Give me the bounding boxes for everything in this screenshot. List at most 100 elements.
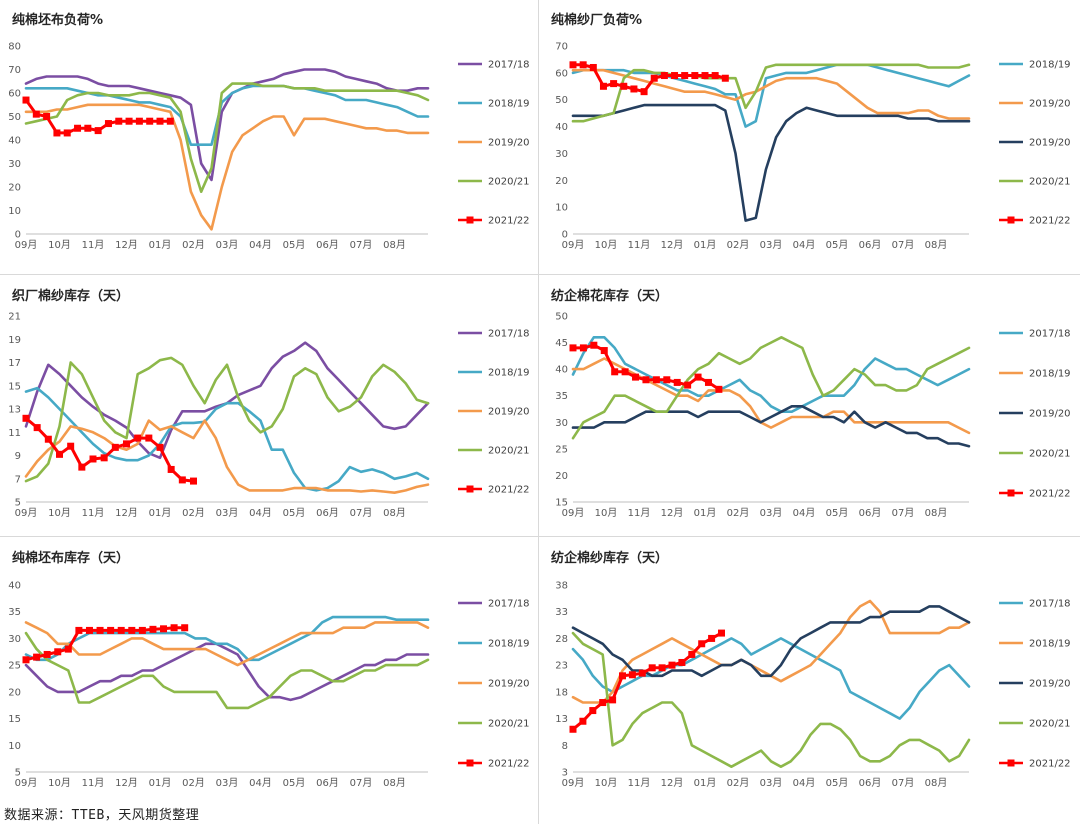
x-tick-label: 10月 bbox=[595, 507, 618, 519]
series-point bbox=[190, 477, 197, 485]
horizontal-divider bbox=[0, 274, 538, 275]
series-point bbox=[128, 626, 136, 634]
y-tick-label: 3 bbox=[562, 768, 568, 779]
series-point bbox=[638, 669, 646, 677]
y-tick-label: 18 bbox=[555, 687, 568, 698]
series-line-2018/19 bbox=[571, 63, 971, 128]
series-point bbox=[149, 625, 157, 633]
x-tick-label: 08月 bbox=[925, 239, 948, 251]
x-tick-label: 06月 bbox=[316, 507, 339, 519]
x-tick-label: 05月 bbox=[826, 507, 849, 519]
y-tick-label: 30 bbox=[8, 634, 21, 645]
series-line-2020/21 bbox=[24, 631, 430, 710]
y-tick-label: 80 bbox=[8, 42, 21, 53]
horizontal-divider bbox=[0, 536, 538, 537]
series-point bbox=[94, 127, 102, 135]
y-tick-label: 7 bbox=[15, 474, 21, 485]
y-tick-label: 0 bbox=[562, 230, 568, 241]
chart-panel-2: 纯棉纱厂负荷% 0 10 20 30 40 50 60 70 09月 10月 11月 12月 01月 02月… bbox=[551, 12, 1071, 251]
x-tick-label: 10月 bbox=[48, 777, 71, 789]
series-point bbox=[63, 129, 71, 137]
series-point bbox=[619, 672, 626, 680]
chart-panel-4: 纺企棉花库存（天） 15 20 25 30 35 40 45 50 09月 10月 11月 12月 01月… bbox=[551, 288, 1071, 519]
series-point bbox=[181, 624, 189, 632]
series-point bbox=[54, 648, 62, 656]
series-line-2017/18 bbox=[24, 341, 430, 460]
series-point bbox=[156, 117, 164, 125]
x-tick-label: 12月 bbox=[661, 507, 684, 519]
series-point bbox=[660, 72, 668, 80]
legend-label: 2021/22 bbox=[488, 485, 530, 496]
series-line-2017/18 bbox=[24, 68, 430, 182]
series-point bbox=[718, 629, 725, 637]
x-tick-label: 07月 bbox=[892, 507, 915, 519]
chart-panel-1: 纯棉坯布负荷% 0 10 20 30 40 50 60 70 80 09月 10月 11月 12月 01月 0… bbox=[8, 12, 530, 251]
y-tick-label: 28 bbox=[555, 634, 568, 645]
x-tick-label: 04月 bbox=[249, 777, 272, 789]
y-tick-label: 40 bbox=[555, 122, 568, 133]
series-line-2020/21 bbox=[571, 631, 971, 768]
series-point bbox=[111, 443, 119, 451]
x-tick-label: 03月 bbox=[216, 239, 239, 251]
series-point bbox=[658, 664, 666, 672]
legend-label: 2021/22 bbox=[1029, 216, 1071, 227]
series-point bbox=[684, 381, 692, 389]
series-line-2020/21 bbox=[571, 336, 971, 440]
series-point bbox=[167, 465, 175, 473]
series-point bbox=[67, 442, 75, 450]
x-tick-label: 01月 bbox=[149, 239, 172, 251]
series-line-2019/20 bbox=[571, 405, 971, 448]
series-point bbox=[650, 74, 658, 82]
x-tick-label: 09月 bbox=[562, 507, 585, 519]
legend-label: 2021/22 bbox=[488, 216, 530, 227]
x-tick-label: 06月 bbox=[316, 777, 339, 789]
series-point bbox=[85, 626, 93, 634]
legend-label: 2018/19 bbox=[488, 639, 530, 650]
y-tick-label: 60 bbox=[555, 68, 568, 79]
series-point bbox=[609, 696, 617, 704]
series-point bbox=[135, 117, 143, 125]
series-point bbox=[134, 434, 142, 442]
series-point bbox=[117, 626, 125, 634]
y-tick-label: 15 bbox=[8, 714, 21, 725]
x-tick-label: 09月 bbox=[15, 239, 38, 251]
series-point bbox=[160, 625, 168, 633]
x-tick-label: 06月 bbox=[859, 507, 882, 519]
chart-title: 纺企棉纱库存（天） bbox=[551, 550, 668, 566]
x-tick-label: 09月 bbox=[562, 239, 585, 251]
legend-label: 2019/20 bbox=[1029, 409, 1071, 420]
x-tick-label: 05月 bbox=[283, 239, 306, 251]
x-tick-label: 04月 bbox=[793, 239, 816, 251]
legend-label: 2018/19 bbox=[488, 368, 530, 379]
x-tick-label: 12月 bbox=[115, 239, 138, 251]
legend-label: 2018/19 bbox=[1029, 369, 1071, 380]
x-tick-label: 12月 bbox=[115, 507, 138, 519]
y-tick-label: 33 bbox=[555, 607, 568, 618]
series-point bbox=[56, 450, 63, 458]
y-tick-label: 20 bbox=[8, 183, 21, 194]
series-line-2019/20 bbox=[571, 605, 971, 678]
legend-label: 2017/18 bbox=[488, 599, 530, 610]
x-tick-label: 02月 bbox=[182, 777, 205, 789]
series-point bbox=[708, 634, 716, 642]
series-line-2020/21 bbox=[571, 63, 971, 123]
series-line-2019/20 bbox=[571, 68, 971, 120]
y-tick-label: 40 bbox=[555, 365, 568, 376]
series-point bbox=[145, 434, 153, 442]
x-tick-label: 07月 bbox=[350, 239, 373, 251]
series-point bbox=[671, 72, 679, 80]
y-tick-label: 0 bbox=[15, 230, 21, 241]
series-point bbox=[652, 376, 660, 384]
x-tick-label: 08月 bbox=[383, 507, 406, 519]
x-tick-label: 06月 bbox=[859, 777, 882, 789]
series-line-2018/19 bbox=[24, 615, 430, 662]
y-tick-label: 70 bbox=[8, 65, 21, 76]
x-tick-label: 02月 bbox=[727, 777, 750, 789]
series-point bbox=[33, 653, 41, 661]
legend-label: 2021/22 bbox=[1029, 759, 1071, 770]
y-tick-label: 9 bbox=[15, 451, 21, 462]
x-tick-label: 04月 bbox=[793, 507, 816, 519]
y-tick-label: 70 bbox=[555, 42, 568, 53]
legend-marker bbox=[1007, 489, 1015, 497]
